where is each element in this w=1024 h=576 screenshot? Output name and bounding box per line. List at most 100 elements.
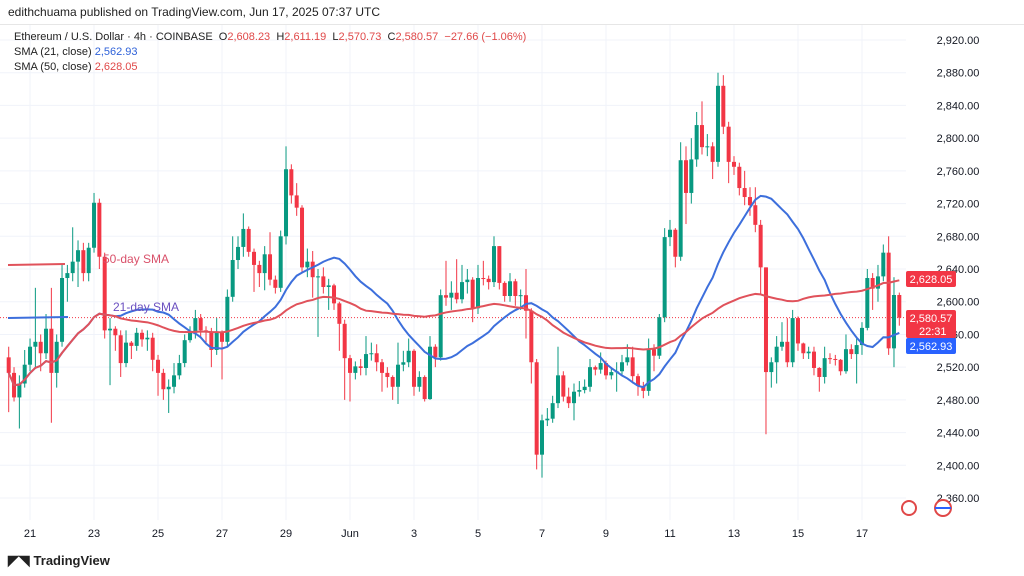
x-tick-label: 25: [152, 528, 164, 540]
candle: [348, 354, 353, 402]
candle: [433, 344, 438, 368]
candle-body: [257, 264, 262, 274]
candle-body: [124, 342, 129, 364]
candle: [422, 375, 427, 402]
symbol-info[interactable]: Ethereum / U.S. Dollar · 4h · COINBASE: [14, 31, 213, 43]
y-tick-label: 2,800.00: [937, 133, 980, 145]
candle: [870, 273, 875, 310]
candle: [817, 367, 822, 392]
candle-body: [545, 418, 550, 421]
candle: [806, 346, 811, 359]
candle-body: [358, 366, 363, 368]
x-tick-label: 9: [603, 528, 609, 540]
candle: [374, 344, 379, 372]
time-axis[interactable]: 21 23 25 27 29 Jun 3 5 7 9 11 13 15 17: [24, 528, 868, 540]
candle-body: [108, 328, 113, 331]
candle: [859, 322, 864, 355]
sma50-tag: 2,628.05: [910, 274, 953, 286]
candle-body: [891, 294, 896, 349]
sma50-tag-bg: [906, 271, 956, 287]
candle-body: [28, 346, 33, 365]
candle: [854, 338, 859, 384]
candle: [300, 205, 305, 274]
dividend-event-icon[interactable]: [901, 500, 917, 516]
candle: [385, 367, 390, 388]
close-value: 2,580.57: [395, 31, 439, 43]
candle: [811, 346, 816, 376]
candle: [721, 75, 726, 135]
candle-body: [17, 383, 22, 398]
candle: [284, 146, 289, 245]
candle-body: [134, 332, 139, 346]
y-tick-label: 2,920.00: [937, 35, 980, 47]
chart-legend: Ethereum / U.S. Dollar · 4h · COINBASE O…: [14, 30, 526, 75]
price-axis[interactable]: 2,360.002,400.002,440.002,480.002,520.00…: [937, 35, 980, 505]
candle: [598, 352, 603, 374]
candle-body: [822, 358, 827, 377]
candle-body: [417, 376, 422, 387]
x-tick-label: 21: [24, 528, 36, 540]
candle: [630, 346, 635, 384]
candle: [118, 330, 123, 377]
candle-body: [587, 367, 592, 387]
candle: [214, 318, 219, 355]
candle: [550, 395, 555, 423]
candle: [785, 318, 790, 368]
candle-body: [609, 372, 614, 376]
candle: [886, 236, 891, 355]
candle-body: [470, 279, 475, 309]
candle-body: [390, 376, 395, 387]
candle-body: [273, 279, 278, 288]
sma50-annotation[interactable]: 50-day SMA: [103, 252, 169, 266]
candle-body: [6, 357, 11, 373]
candle: [561, 371, 566, 402]
candle: [380, 358, 385, 392]
candle: [22, 349, 27, 388]
candle-body: [70, 261, 75, 274]
candle-body: [161, 372, 166, 390]
candle-body: [401, 362, 406, 365]
candle-body: [875, 276, 880, 289]
candle: [710, 142, 715, 180]
candle: [268, 232, 273, 286]
candle: [188, 326, 193, 343]
candle: [236, 236, 241, 270]
candle-body: [236, 246, 241, 261]
candle: [545, 408, 550, 427]
sma50-row[interactable]: SMA (50, close) 2,628.05: [14, 60, 526, 75]
candle: [129, 340, 134, 359]
candle: [316, 269, 321, 337]
candle: [220, 330, 225, 380]
tradingview-logo[interactable]: ◤◥ TradingView: [8, 552, 110, 569]
candle-body: [833, 358, 838, 360]
candle-body: [534, 362, 539, 455]
candle: [124, 330, 129, 368]
sma21-row[interactable]: SMA (21, close) 2,562.93: [14, 45, 526, 60]
sma21-annotation[interactable]: 21-day SMA: [113, 300, 179, 314]
moving-averages: [7, 194, 900, 389]
candle-body: [145, 337, 150, 340]
candle: [742, 170, 747, 206]
x-tick-label: 13: [728, 528, 740, 540]
candle-body: [897, 294, 902, 318]
candle-body: [827, 358, 832, 360]
candle-body: [86, 247, 91, 274]
candle-body: [22, 364, 27, 384]
candle-body: [342, 323, 347, 359]
events-icons[interactable]: [901, 499, 952, 517]
candle: [763, 267, 768, 435]
candle-body: [166, 386, 171, 390]
candle-body: [492, 246, 497, 283]
sma50-label: SMA (50, close): [14, 61, 92, 73]
candle-body: [369, 353, 374, 355]
candle: [881, 244, 886, 282]
open-value: 2,608.23: [227, 31, 271, 43]
sma21-value: 2,562.93: [94, 46, 138, 58]
change-value: −27.66 (−1.06%): [444, 31, 527, 43]
high-value: 2,611.19: [284, 31, 327, 43]
candle: [353, 361, 358, 380]
candle-body: [241, 228, 246, 247]
candle: [705, 134, 710, 157]
candle-body: [657, 317, 662, 356]
